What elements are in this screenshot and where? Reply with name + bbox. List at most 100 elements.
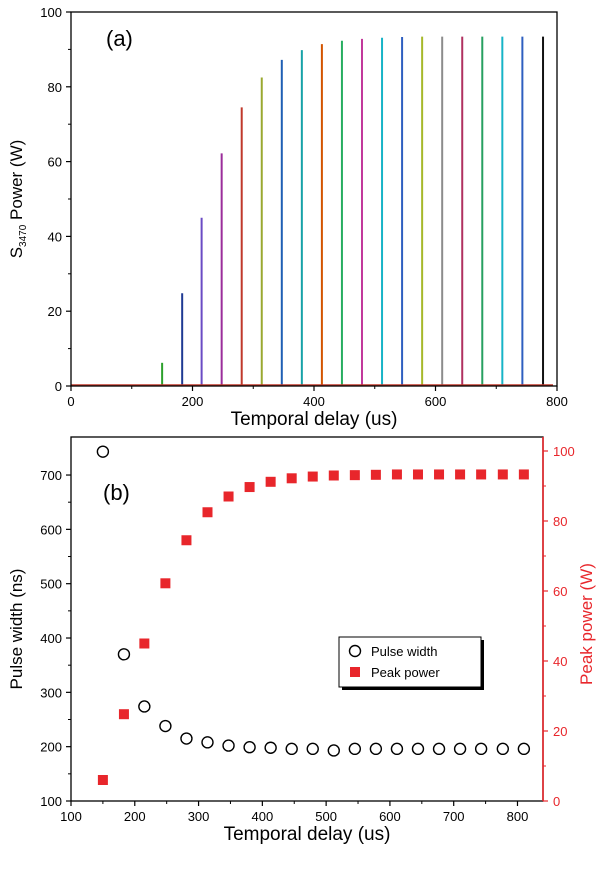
- pulse-width-point: [243, 741, 256, 754]
- pulse-width-point: [117, 648, 131, 661]
- y-tick-label: 600: [40, 522, 62, 537]
- panel-b-x-axis-title: Temporal delay (us): [224, 824, 391, 845]
- pulse-width-point: [285, 742, 298, 756]
- peak-power-point: [244, 482, 255, 493]
- panel-a-x-ticks: 0 200 400 600 800: [67, 386, 568, 409]
- y-tick-label: 80: [48, 80, 62, 95]
- peak-power-point: [181, 535, 192, 546]
- pulse-width-point: [496, 742, 510, 756]
- pulse-width-point: [411, 742, 425, 756]
- y-tick-label: 20: [48, 304, 62, 319]
- pulse-width-point: [474, 742, 488, 756]
- panel-b-y-axis-title: Pulse width (ns): [7, 569, 26, 690]
- peak-power-point: [160, 578, 171, 589]
- pulse-width-point: [138, 700, 151, 713]
- peak-power-point: [118, 709, 129, 720]
- x-tick-label: 400: [251, 809, 273, 824]
- peak-power-point: [518, 469, 529, 480]
- right-y-tick-label: 20: [553, 724, 567, 739]
- peak-power-point: [349, 470, 360, 481]
- pulse-width-point: [159, 719, 172, 733]
- pulse-width-point: [517, 742, 531, 756]
- legend-box: [338, 636, 482, 688]
- y-tick-label: 60: [48, 155, 62, 170]
- panel-a-label: (a): [106, 26, 133, 51]
- pulse-width-point: [180, 732, 193, 745]
- panel-a-axes-frame: [70, 11, 558, 387]
- panel-b-label: (b): [103, 480, 130, 505]
- y-tick-label: 500: [40, 577, 62, 592]
- x-tick-label: 500: [315, 809, 337, 824]
- pulse-width-point: [327, 744, 340, 757]
- panel-b-axes-frame: [70, 436, 544, 802]
- y-tick-label: 200: [40, 740, 62, 755]
- panel-b-legend: Pulse width Peak power: [338, 636, 484, 690]
- right-y-tick-label: 40: [553, 654, 567, 669]
- pulse-width-point: [222, 739, 235, 752]
- peak-power-point: [265, 476, 276, 487]
- x-tick-label: 600: [425, 394, 447, 409]
- peak-power-point: [139, 638, 150, 649]
- panel-b-right-y-axis-title: Peak power (W): [577, 563, 596, 685]
- pulse-width-point: [306, 742, 319, 756]
- pulse-width-point: [348, 742, 362, 756]
- peak-power-point: [412, 469, 423, 480]
- legend-pulse-width-marker: [348, 644, 362, 658]
- peak-power-point: [455, 469, 466, 480]
- panel-a-y-axis-title: S3470 Power (W): [7, 140, 29, 259]
- x-tick-label: 200: [124, 809, 146, 824]
- x-tick-label: 600: [379, 809, 401, 824]
- legend-pulse-width-label: Pulse width: [371, 644, 437, 659]
- panel-b-x-ticks: 100 200 300 400 500 600 700 800: [60, 801, 528, 824]
- y-tick-label: 0: [55, 379, 62, 394]
- x-tick-label: 800: [507, 809, 529, 824]
- peak-power-point: [97, 775, 108, 785]
- peak-power-point: [307, 471, 318, 482]
- peak-power-point: [434, 469, 445, 480]
- peak-power-point: [391, 469, 402, 480]
- pulse-width-point: [96, 445, 110, 458]
- x-tick-label: 200: [182, 394, 204, 409]
- panel-a-y-axis-title-subscript: 3470: [18, 224, 29, 247]
- x-tick-label: 400: [303, 394, 325, 409]
- pulse-width-point: [432, 742, 446, 756]
- legend-peak-power-marker: [350, 667, 360, 677]
- x-tick-label: 800: [546, 394, 568, 409]
- panel-a-chart: 0 200 400 600 800 0 20 40 60 80 100 (a) Temporal …: [7, 5, 568, 430]
- pulse-width-point: [201, 736, 214, 749]
- y-tick-label: 100: [40, 794, 62, 809]
- peak-power-point: [223, 491, 234, 502]
- y-tick-label: 100: [40, 5, 62, 20]
- right-y-tick-label: 0: [553, 794, 560, 809]
- panel-a-x-axis-title: Temporal delay (us): [231, 409, 398, 430]
- right-y-tick-label: 80: [553, 514, 567, 529]
- pulse-width-point: [390, 742, 404, 756]
- peak-power-point: [476, 469, 487, 480]
- peak-power-point: [328, 470, 339, 481]
- y-tick-label: 700: [40, 468, 62, 483]
- panel-b-chart: 100 200 300 400 500 600 700 800 100200300400500…: [7, 436, 596, 845]
- peak-power-point: [286, 473, 297, 484]
- right-y-tick-label: 100: [553, 444, 575, 459]
- panel-b-right-y-ticks: 0 20 40 60 80 100: [543, 444, 575, 809]
- y-tick-label: 40: [48, 229, 62, 244]
- peak-power-point: [202, 507, 213, 518]
- x-tick-label: 100: [60, 809, 82, 824]
- panel-a-pulses: [161, 36, 545, 386]
- right-y-tick-label: 60: [553, 584, 567, 599]
- pulse-width-point: [264, 741, 277, 754]
- panel-a-y-axis-title-rest: Power (W): [7, 140, 26, 225]
- panel-a-y-axis-title-main: S: [7, 247, 26, 258]
- panel-a-y-ticks: 0 20 40 60 80 100: [40, 5, 71, 394]
- panel-b-points: [96, 445, 531, 785]
- legend-peak-power-label: Peak power: [371, 665, 440, 680]
- x-tick-label: 300: [188, 809, 210, 824]
- x-tick-label: 0: [67, 394, 74, 409]
- y-tick-label: 400: [40, 631, 62, 646]
- peak-power-point: [497, 469, 508, 480]
- pulse-width-point: [369, 742, 383, 756]
- pulse-width-point: [453, 742, 467, 756]
- panel-b-y-ticks: 100 200 300 400 500 600 700: [40, 468, 71, 809]
- y-tick-label: 300: [40, 685, 62, 700]
